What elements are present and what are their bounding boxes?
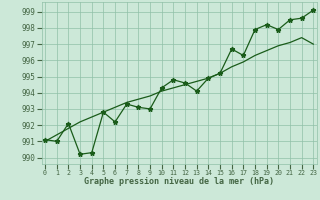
X-axis label: Graphe pression niveau de la mer (hPa): Graphe pression niveau de la mer (hPa): [84, 177, 274, 186]
